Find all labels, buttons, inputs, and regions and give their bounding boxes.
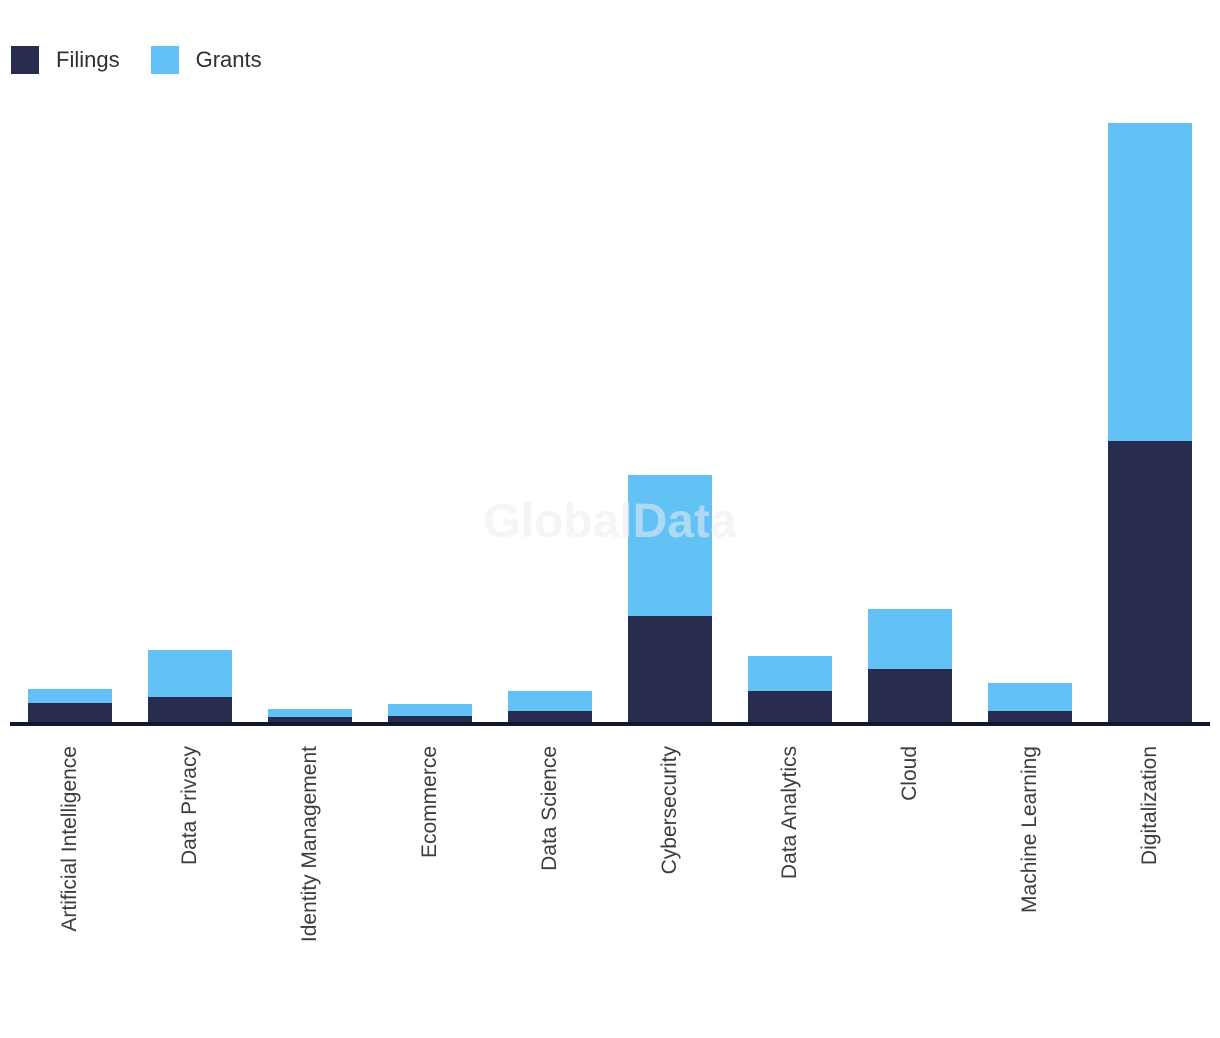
bar-segment-filings [1108, 441, 1192, 722]
bar-ecommerce [388, 704, 472, 722]
grants-swatch-icon [150, 46, 179, 74]
bar-cloud [868, 609, 952, 722]
bar-data-analytics [748, 656, 832, 722]
x-axis-label-machine-learning: Machine Learning [1018, 746, 1041, 913]
bar-segment-filings [28, 703, 112, 722]
bar-segment-grants [1108, 123, 1192, 441]
x-axis-label-data-privacy: Data Privacy [178, 746, 201, 866]
bar-segment-filings [988, 711, 1072, 722]
legend-label-filings: Filings [56, 47, 120, 72]
x-axis-label-cloud: Cloud [898, 746, 921, 801]
bar-segment-filings [508, 711, 592, 722]
legend-item-grants[interactable]: Grants [150, 46, 262, 74]
bar-segment-grants [268, 709, 352, 717]
x-axis-label-cybersecurity: Cybersecurity [658, 746, 681, 875]
bar-data-science [508, 691, 592, 722]
bar-segment-filings [268, 717, 352, 722]
bar-segment-filings [628, 616, 712, 722]
bar-segment-grants [748, 656, 832, 691]
x-axis-label-artificial-intelligence: Artificial Intelligence [58, 746, 81, 932]
bar-segment-filings [748, 691, 832, 722]
x-axis-label-data-science: Data Science [538, 746, 561, 871]
bar-segment-grants [868, 609, 952, 669]
bar-segment-filings [388, 716, 472, 722]
bar-segment-grants [628, 475, 712, 616]
x-axis-label-digitalization: Digitalization [1138, 746, 1161, 866]
bar-artificial-intelligence [28, 689, 112, 722]
bar-cybersecurity [628, 475, 712, 722]
bar-segment-grants [988, 683, 1072, 711]
filings-swatch-icon [11, 46, 39, 74]
bar-machine-learning [988, 683, 1072, 722]
bar-segment-grants [388, 704, 472, 716]
bar-identity-management [268, 709, 352, 722]
legend-label-grants: Grants [195, 47, 262, 72]
legend-item-filings[interactable]: Filings [11, 46, 120, 74]
x-axis-label-identity-management: Identity Management [298, 746, 321, 943]
bar-segment-grants [508, 691, 592, 711]
x-axis-label-data-analytics: Data Analytics [778, 746, 801, 880]
bar-segment-grants [148, 650, 232, 697]
bar-segment-filings [868, 669, 952, 722]
bar-data-privacy [148, 650, 232, 722]
bar-digitalization [1108, 123, 1192, 722]
legend: Filings Grants [11, 46, 262, 74]
x-axis-line [10, 722, 1210, 726]
bar-segment-grants [28, 689, 112, 703]
x-axis-label-ecommerce: Ecommerce [418, 746, 441, 859]
bar-segment-filings [148, 697, 232, 722]
